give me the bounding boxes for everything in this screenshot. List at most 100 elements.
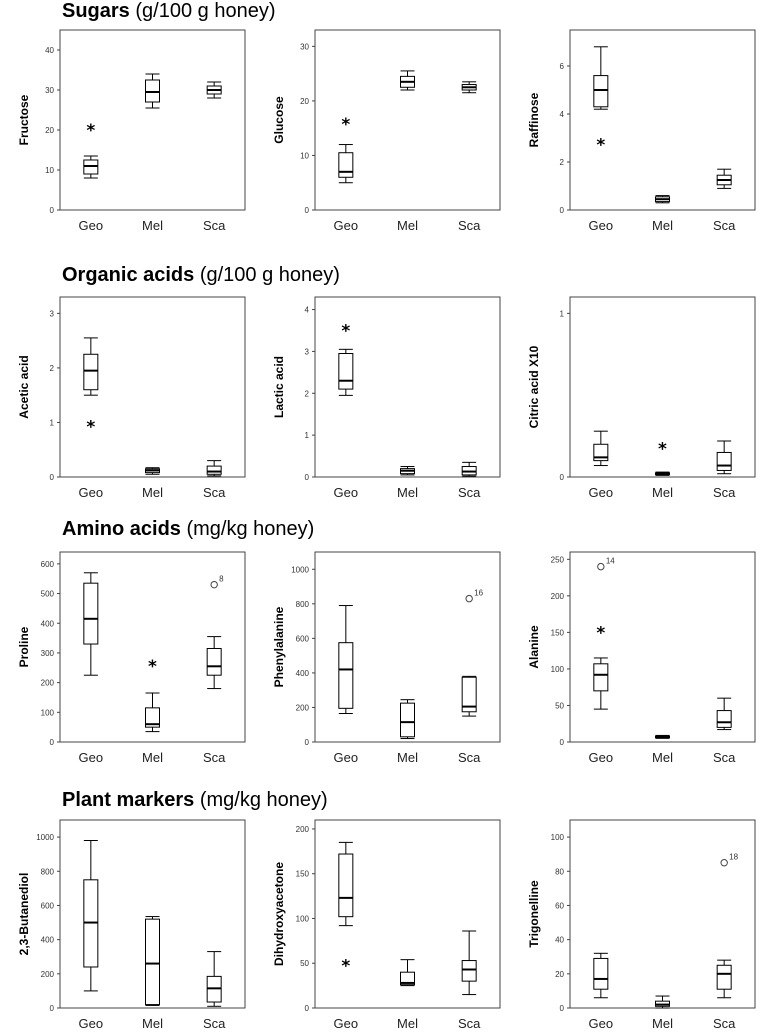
y-tick-label: 250	[551, 555, 565, 564]
box-sca-iqr	[206, 465, 222, 475]
2-3-butanediol-plot-frame	[59, 819, 246, 1009]
y-tick-label: 0	[50, 1004, 55, 1013]
box-mel-iqr	[145, 707, 160, 728]
box-sca-iqr	[461, 676, 477, 713]
y-tick-label: 100	[551, 665, 565, 674]
x-category-label: Sca	[713, 218, 736, 233]
y-axis-label: 2,3-Butanediol	[17, 873, 31, 956]
box-geo-extreme-marker: *	[596, 135, 605, 155]
x-category-label: Sca	[458, 1016, 481, 1031]
y-tick-label: 400	[41, 936, 55, 945]
phenylalanine-boxplot: 0 200 400 600 800 1000 Phenylalanine Geo Mel Sca 1…	[272, 551, 501, 765]
y-tick-label: 6	[560, 62, 565, 71]
y-tick-label: 50	[555, 701, 564, 710]
y-tick-label: 2	[50, 364, 55, 373]
box-geo-extreme-marker: *	[86, 417, 95, 437]
y-axis-label: Acetic acid	[17, 355, 31, 418]
y-tick-label: 20	[45, 126, 54, 135]
y-tick-label: 1000	[36, 833, 54, 842]
x-category-label: Sca	[458, 750, 481, 765]
y-tick-label: 800	[41, 867, 55, 876]
glucose-plot-frame	[314, 29, 501, 211]
x-category-label: Geo	[334, 218, 359, 233]
x-category-label: Sca	[458, 218, 481, 233]
x-category-label: Geo	[79, 750, 104, 765]
section-title-sugars: Sugars (g/100 g honey)	[62, 0, 276, 22]
x-category-label: Mel	[397, 218, 418, 233]
y-tick-label: 3	[50, 309, 55, 318]
y-tick-label: 40	[45, 46, 54, 55]
box-geo-iqr	[83, 582, 99, 645]
box-geo-iqr	[338, 853, 354, 918]
y-axis-label: Glucose	[272, 96, 286, 144]
y-tick-label: 80	[555, 867, 564, 876]
y-tick-label: 1000	[291, 565, 309, 574]
x-category-label: Sca	[713, 1016, 736, 1031]
box-sca-outlier-point	[720, 859, 728, 867]
box-geo-extreme-marker: *	[86, 121, 95, 141]
box-mel-iqr	[145, 918, 160, 1006]
x-category-label: Geo	[79, 218, 104, 233]
box-sca-outlier-point	[465, 594, 473, 603]
x-category-label: Geo	[334, 1016, 359, 1031]
x-category-label: Mel	[142, 750, 163, 765]
section-title-plant-markers: Plant markers (mg/kg honey)	[62, 789, 328, 811]
section-title-amino-acids: Amino acids (mg/kg honey)	[62, 518, 315, 540]
x-category-label: Mel	[142, 218, 163, 233]
x-category-label: Sca	[203, 1016, 226, 1031]
box-geo-extreme-marker: *	[341, 321, 350, 341]
x-category-label: Mel	[397, 750, 418, 765]
box-geo-iqr	[593, 663, 609, 692]
box-geo-outlier-label: 14	[606, 557, 615, 566]
box-geo-iqr	[593, 75, 609, 108]
citric-acid-boxplot: 0 1 Citric acid X10 Geo Mel * Sca	[527, 296, 756, 500]
x-category-label: Sca	[713, 485, 736, 500]
x-category-label: Sca	[458, 485, 481, 500]
lactic-acid-boxplot: 0 1 2 3 4 Lactic acid Geo * Mel Sca	[272, 296, 501, 500]
alanine-plot-frame	[569, 551, 756, 743]
y-tick-label: 200	[41, 679, 55, 688]
citric-acid-x10-plot-frame	[569, 296, 756, 478]
box-sca-outlier-point	[210, 580, 218, 589]
box-mel-iqr	[400, 971, 415, 986]
x-category-label: Sca	[713, 750, 736, 765]
y-tick-label: 30	[45, 86, 54, 95]
box-geo-outlier-point	[597, 562, 605, 571]
x-category-label: Geo	[79, 485, 104, 500]
x-category-label: Geo	[589, 485, 614, 500]
y-tick-label: 150	[551, 628, 565, 637]
y-tick-label: 60	[555, 901, 564, 910]
y-tick-label: 200	[296, 825, 310, 834]
y-tick-label: 0	[560, 738, 565, 747]
x-category-label: Mel	[652, 1016, 673, 1031]
box-geo-iqr	[83, 353, 99, 391]
x-category-label: Geo	[589, 750, 614, 765]
x-category-label: Mel	[652, 485, 673, 500]
y-tick-label: 40	[555, 936, 564, 945]
x-category-label: Sca	[203, 750, 226, 765]
fructose-plot-frame	[59, 29, 246, 211]
raffinose-plot-frame	[569, 29, 756, 211]
box-geo-iqr	[338, 152, 354, 178]
box-sca-outlier-label: 8	[219, 575, 224, 584]
box-geo-extreme-marker: *	[341, 115, 350, 135]
y-tick-label: 100	[551, 833, 565, 842]
raffinose-boxplot: 0 2 4 6 Raffinose Geo * Mel Sca	[527, 29, 756, 233]
y-tick-label: 10	[45, 166, 54, 175]
y-axis-label: Phenylalanine	[272, 606, 286, 687]
y-tick-label: 150	[296, 870, 310, 879]
y-tick-label: 50	[300, 959, 309, 968]
box-sca-outlier-label: 16	[474, 589, 483, 598]
box-sca-iqr	[716, 451, 732, 471]
y-tick-label: 0	[305, 206, 310, 215]
dihydroxyacetone-plot-frame	[314, 819, 501, 1009]
y-tick-label: 0	[50, 473, 55, 482]
x-category-label: Mel	[397, 485, 418, 500]
y-tick-label: 600	[41, 901, 55, 910]
trigonelline-boxplot: 0 20 40 60 80 100 Trigonelline Geo Mel Sca 18	[527, 819, 756, 1031]
box-sca-iqr	[716, 964, 732, 990]
y-tick-label: 500	[41, 590, 55, 599]
box-sca-outlier-label: 18	[729, 853, 738, 862]
y-tick-label: 2	[305, 389, 310, 398]
y-tick-label: 0	[560, 1004, 565, 1013]
